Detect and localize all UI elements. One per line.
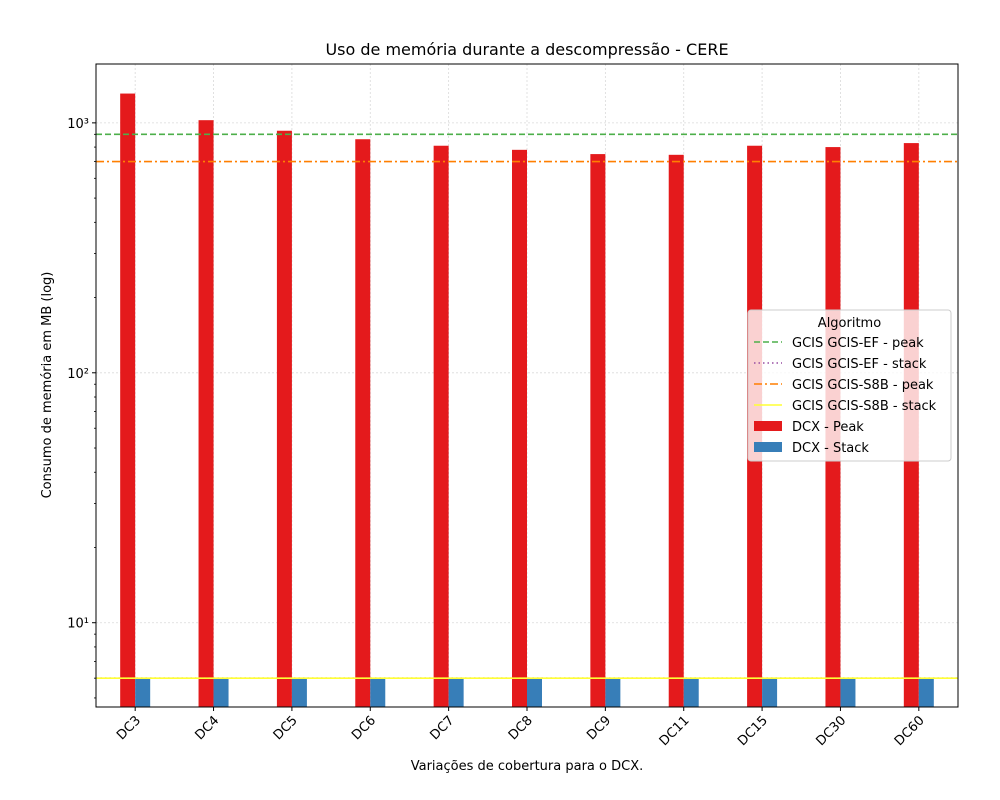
x-axis-label: Variações de cobertura para o DCX. [411,759,644,774]
legend-entry-label: GCIS GCIS-S8B - peak [792,378,934,393]
bar-dcx-stack [840,678,856,707]
bar-dcx-stack [605,678,621,707]
legend-box [747,309,952,462]
chart-title: Uso de memória durante a descompressão -… [325,40,728,59]
bar-dcx-peak [355,139,371,707]
legend-title: Algoritmo [818,316,881,331]
bar-dcx-stack [527,678,542,707]
legend: Algoritmo GCIS GCIS-EF - peak GCIS GCIS-EF… [747,309,952,462]
bar-dcx-peak [668,154,684,708]
bar-dcx-peak [512,149,527,707]
bar-dcx-stack [762,678,778,707]
legend-entry-label: DCX - Stack [792,441,869,456]
bar-dcx-peak [198,120,214,707]
legend-bar-swatch [754,442,782,452]
legend-entry-label: DCX - Peak [792,420,864,435]
bar-dcx-peak [590,154,606,708]
legend-entry-label: GCIS GCIS-EF - stack [792,357,927,372]
reference-lines-layer [96,133,958,679]
bar-dcx-stack [135,678,151,707]
legend-entry-label: GCIS GCIS-S8B - stack [792,399,937,414]
bar-dcx-peak [433,145,449,707]
y-tick-label: 10² [67,367,89,382]
bar-dcx-stack [291,678,307,707]
bar-dcx-stack [683,678,699,707]
y-axis-label: Consumo de memória em MB (log) [40,272,55,499]
bar-dcx-stack [213,678,229,707]
bar-dcx-stack [448,678,464,707]
y-tick-label: 10¹ [67,617,89,632]
y-tick-label: 10³ [67,117,89,132]
legend-bar-swatch [754,421,782,431]
legend-entry-label: GCIS GCIS-EF - peak [792,336,924,351]
bars-layer [120,93,934,708]
bar-dcx-stack [918,678,934,707]
bar-dcx-peak [120,93,136,708]
bar-dcx-peak [276,130,292,707]
bar-dcx-stack [370,678,386,707]
